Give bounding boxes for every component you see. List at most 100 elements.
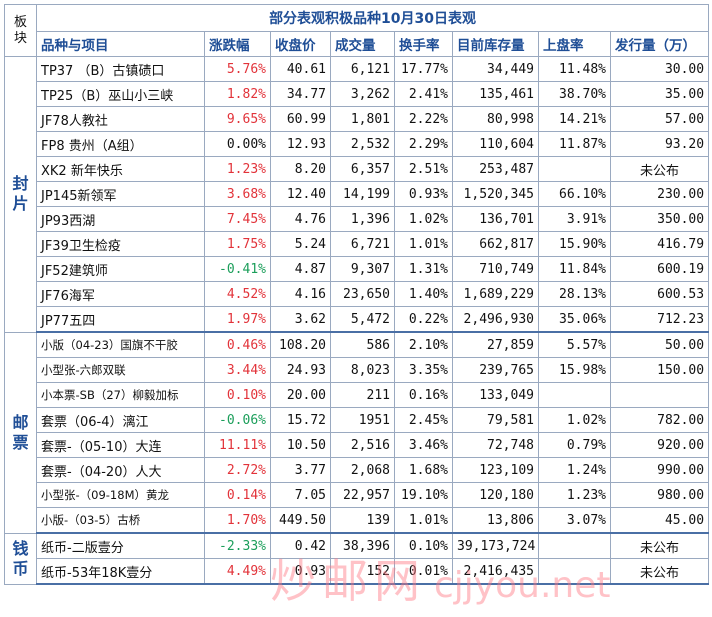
- cell-listing: 35.06%: [538, 306, 611, 333]
- col-header-turnover: 换手率: [394, 31, 453, 57]
- cell-turnover: 19.10%: [394, 482, 453, 508]
- cell-stock: 27,859: [452, 331, 539, 358]
- category-label: 封片: [4, 56, 37, 333]
- cell-volume: 22,957: [330, 482, 395, 508]
- cell-name: 套票-（04-20）人大: [36, 457, 205, 483]
- cell-issue: 712.23: [609, 306, 710, 333]
- cell-issue: 920.00: [609, 432, 710, 458]
- cell-turnover: 2.51%: [394, 156, 453, 182]
- cell-listing: [538, 532, 611, 559]
- cell-volume: 6,721: [330, 231, 395, 257]
- cell-stock: 133,049: [452, 382, 539, 408]
- cell-issue: 45.00: [609, 507, 710, 534]
- cell-issue: 未公布: [609, 558, 710, 585]
- header-row: 品种与项目 涨跌幅 收盘价 成交量 换手率 目前库存量 上盘率 发行量（万）: [5, 31, 710, 57]
- table-row: JF76海军 4.52% 4.16 23,650 1.40% 1,689,229 28.13…: [5, 281, 710, 307]
- cell-listing: 11.84%: [538, 256, 611, 282]
- category-label: 钱币: [4, 532, 37, 585]
- cell-issue: 230.00: [609, 181, 710, 207]
- cell-turnover: 1.31%: [394, 256, 453, 282]
- cell-issue: 980.00: [609, 482, 710, 508]
- cell-turnover: 2.45%: [394, 407, 453, 433]
- cell-issue: 57.00: [609, 106, 710, 132]
- cell-listing: 1.02%: [538, 407, 611, 433]
- cell-issue: 35.00: [609, 81, 710, 107]
- cell-close: 7.05: [270, 482, 331, 508]
- cell-stock: 120,180: [452, 482, 539, 508]
- table-row: JP77五四 1.97% 3.62 5,472 0.22% 2,496,930 35.06%…: [5, 306, 710, 333]
- table-row: 套票（06-4）漓江 -0.06% 15.72 1951 2.45% 79,581 1.02…: [5, 407, 710, 433]
- table-row: JF39卫生检疫 1.75% 5.24 6,721 1.01% 662,817 15.90%…: [5, 231, 710, 257]
- table-row: TP25（B）巫山小三峡 1.82% 34.77 3,262 2.41% 135,461 3…: [5, 81, 710, 107]
- cell-close: 15.72: [270, 407, 331, 433]
- cell-name: JF78人教社: [36, 106, 205, 132]
- cell-issue: 350.00: [609, 206, 710, 232]
- cell-turnover: 17.77%: [394, 56, 453, 82]
- cell-close: 4.16: [270, 281, 331, 307]
- cell-stock: 1,520,345: [452, 181, 539, 207]
- cell-issue: 未公布: [609, 532, 710, 559]
- cell-volume: 1,396: [330, 206, 395, 232]
- cell-name: 小版-（03-5）古桥: [36, 507, 205, 534]
- cell-volume: 6,121: [330, 56, 395, 82]
- cell-turnover: 2.29%: [394, 131, 453, 157]
- cell-turnover: 2.22%: [394, 106, 453, 132]
- cell-change: 2.72%: [204, 457, 271, 483]
- cell-listing: 3.07%: [538, 507, 611, 534]
- table-title: 部分表观积极品种10月30日表观: [35, 4, 710, 32]
- cell-close: 34.77: [270, 81, 331, 107]
- cell-stock: 135,461: [452, 81, 539, 107]
- cell-close: 4.87: [270, 256, 331, 282]
- cell-turnover: 1.01%: [394, 507, 453, 534]
- cell-name: 套票-（05-10）大连: [36, 432, 205, 458]
- cell-listing: [538, 156, 611, 182]
- cell-change: 0.14%: [204, 482, 271, 508]
- cell-stock: 110,604: [452, 131, 539, 157]
- cell-stock: 80,998: [452, 106, 539, 132]
- cell-volume: 8,023: [330, 357, 395, 383]
- cell-listing: 5.57%: [538, 331, 611, 358]
- col-header-volume: 成交量: [330, 31, 395, 57]
- cell-issue: 990.00: [609, 457, 710, 483]
- col-header-stock: 目前库存量: [452, 31, 539, 57]
- cell-change: 5.76%: [204, 56, 271, 82]
- cell-stock: 13,806: [452, 507, 539, 534]
- cell-turnover: 0.16%: [394, 382, 453, 408]
- cell-name: FP8 贵州（A组）: [36, 131, 205, 157]
- cell-close: 8.20: [270, 156, 331, 182]
- cell-change: 1.97%: [204, 306, 271, 333]
- cell-change: 0.46%: [204, 331, 271, 358]
- cell-name: JP145新领军: [36, 181, 205, 207]
- cell-stock: 123,109: [452, 457, 539, 483]
- table-row: XK2 新年快乐 1.23% 8.20 6,357 2.51% 253,487 未公布: [5, 156, 710, 182]
- table-row: 纸币-53年18K壹分 4.49% 0.93 152 0.01% 2,416,435 未公布: [5, 558, 710, 585]
- cell-close: 108.20: [270, 331, 331, 358]
- cell-volume: 3,262: [330, 81, 395, 107]
- cell-close: 20.00: [270, 382, 331, 408]
- cell-close: 60.99: [270, 106, 331, 132]
- cell-issue: [609, 382, 710, 408]
- cell-issue: 782.00: [609, 407, 710, 433]
- cell-name: JP77五四: [36, 306, 205, 333]
- cell-change: 3.44%: [204, 357, 271, 383]
- cell-name: JP93西湖: [36, 206, 205, 232]
- col-header-listing: 上盘率: [538, 31, 611, 57]
- table-row: 邮票小版（04-23）国旗不干胶 0.46% 108.20 586 2.10% 27,85…: [4, 331, 710, 534]
- cell-volume: 23,650: [330, 281, 395, 307]
- cell-listing: [538, 558, 611, 585]
- cell-listing: 1.23%: [538, 482, 611, 508]
- cell-volume: 586: [330, 331, 395, 358]
- cell-turnover: 0.93%: [394, 181, 453, 207]
- cell-turnover: 3.46%: [394, 432, 453, 458]
- table-row: JP93西湖 7.45% 4.76 1,396 1.02% 136,701 3.91% 350…: [5, 206, 710, 232]
- cell-name: XK2 新年快乐: [36, 156, 205, 182]
- cell-listing: 15.90%: [538, 231, 611, 257]
- cell-listing: 66.10%: [538, 181, 611, 207]
- cell-close: 4.76: [270, 206, 331, 232]
- category-label: 邮票: [4, 331, 37, 534]
- cell-close: 40.61: [270, 56, 331, 82]
- cell-volume: 139: [330, 507, 395, 534]
- cell-listing: 3.91%: [538, 206, 611, 232]
- cell-stock: 662,817: [452, 231, 539, 257]
- col-header-close: 收盘价: [270, 31, 331, 57]
